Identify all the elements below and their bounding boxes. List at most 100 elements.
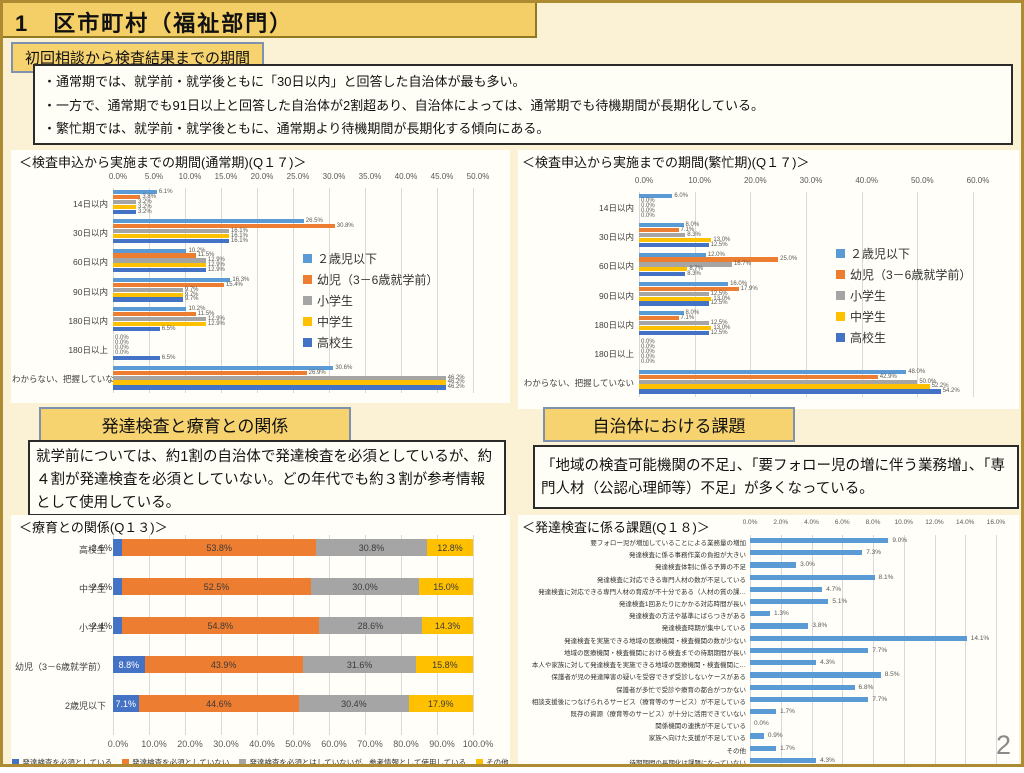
category-label: 家族へ向けた支援が不足している — [648, 735, 746, 743]
bar — [639, 320, 709, 326]
category-label: わからない、把握していない — [12, 374, 123, 385]
bar-value-label: 9.7% — [184, 291, 199, 298]
legend-label: 発達検査を必須としている — [22, 758, 113, 767]
bar — [113, 238, 229, 244]
bar — [639, 228, 679, 233]
bar-value-label: 54.2% — [942, 388, 960, 395]
axis-tick-label: 6.0% — [834, 519, 850, 526]
bar-value-label: 10.2% — [188, 247, 206, 254]
bar-value-label: 12.9% — [207, 320, 225, 327]
legend-item: 高校生 — [836, 329, 971, 346]
bar-value-label: 12.9% — [207, 315, 225, 322]
bar — [113, 370, 307, 375]
category-label: 相談支援後につなげられるサービス（療育等のサービス）が不足している — [531, 698, 746, 706]
bar-value-label: 25.0% — [780, 256, 798, 263]
axis-tick-label: 40.0% — [855, 176, 878, 185]
axis-tick-label: 30.0% — [322, 172, 346, 181]
legend-swatch — [303, 254, 312, 263]
bar-segment — [318, 617, 422, 634]
bar — [639, 237, 712, 243]
category-label: 発達検査体制に係る予算の不足 — [655, 564, 746, 572]
bar-value-label: 0.0% — [115, 335, 129, 342]
bar-segment — [416, 656, 474, 673]
legend-label: 高校生 — [317, 336, 354, 350]
bar — [113, 224, 335, 229]
gridline — [401, 188, 402, 393]
bar — [113, 229, 229, 234]
bar-value-label: 10.2% — [188, 306, 206, 313]
bar — [750, 745, 777, 751]
bar-segment — [419, 578, 473, 595]
category-label: 幼児（3－6歳就学前） — [14, 662, 106, 672]
bar — [113, 321, 206, 327]
bar — [113, 312, 196, 317]
bar — [639, 267, 688, 272]
axis-tick-label: 40.0% — [394, 172, 418, 181]
bar-segment — [408, 695, 473, 712]
bar — [113, 258, 206, 263]
bar — [639, 389, 941, 394]
bar-segment — [122, 578, 311, 595]
axis-tick-label: 50.0% — [466, 172, 490, 181]
gridline — [365, 535, 366, 735]
bar-value-label: 1.7% — [780, 744, 795, 752]
bar — [113, 253, 196, 258]
category-label: 60日以内 — [73, 257, 108, 268]
chart-ryoiku-relation-title: ＜療育との関係(Q１３)＞ — [19, 520, 168, 535]
legend-label: 小学生 — [317, 294, 354, 308]
bar — [750, 684, 855, 690]
category-label: 発達検査に対応できる専門人材の数が不足している — [596, 576, 746, 584]
bar — [639, 281, 729, 287]
axis-tick-label: 50.0% — [910, 176, 934, 185]
segment-value-label: 43.9% — [210, 660, 237, 670]
bullet-3: ・繁忙期では、就学前・就学後ともに、通常期より待機期間が長期化する傾向にある。 — [43, 121, 550, 137]
bar — [113, 194, 141, 200]
bar-value-label: 11.5% — [197, 311, 215, 318]
bar — [639, 311, 684, 316]
bar-value-label: 3.2% — [138, 203, 152, 210]
axis-tick-label: 5.0% — [144, 172, 164, 181]
bar — [639, 272, 686, 277]
axis-tick-label: 80.0% — [393, 739, 419, 749]
category-label: 待期期間の長期化は課題になっていない — [629, 759, 746, 767]
axis-tick-label: 30.0% — [213, 739, 239, 749]
bar — [113, 297, 183, 302]
bar-segment — [311, 578, 419, 595]
axis-tick-label: 45.0% — [430, 172, 454, 181]
segment-value-label: 53.8% — [206, 543, 232, 553]
bar-value-label: 6.8% — [858, 683, 874, 691]
bar — [113, 380, 446, 385]
category-label: 180日以上 — [68, 345, 108, 356]
axis-tick-label: 100.0% — [462, 739, 494, 749]
bar-value-label: 3.8% — [812, 622, 828, 630]
legend-swatch — [12, 759, 20, 764]
category-label: 関係機関の連携が不足している — [655, 723, 746, 731]
bar-value-label: 16.7% — [733, 261, 751, 268]
gridline — [329, 535, 330, 735]
category-label: 発達検査に係る事務作業の負担が大きい — [629, 552, 746, 560]
bar — [750, 586, 823, 593]
bar-value-label: 1.7% — [780, 707, 795, 715]
bar-value-label: 12.5% — [710, 290, 728, 297]
segment-value-label: 14.3% — [434, 621, 461, 631]
bar-value-label: 12.0% — [707, 251, 725, 258]
bar-value-label: 8.7% — [689, 266, 704, 273]
category-label: 30日以内 — [73, 227, 108, 238]
gridline — [221, 188, 222, 393]
segment-value-label: 30.0% — [352, 582, 378, 592]
bar — [113, 292, 183, 297]
axis-tick-label: 16.0% — [986, 519, 1006, 526]
axis-tick-label: 30.0% — [799, 176, 823, 185]
legend-swatch — [836, 312, 845, 321]
axis-tick-label: 20.0% — [177, 739, 203, 749]
legend-swatch — [303, 317, 312, 326]
bar-value-label: 12.9% — [207, 262, 225, 269]
chart-q18-issues-title: ＜発達検査に係る課題(Q１８)＞ — [522, 520, 710, 535]
bar-value-label: 12.9% — [207, 267, 225, 274]
summary-box-period: ・通常期では、就学前・就学後ともに「30日以内」と回答した自治体が最も多い。 ・… — [33, 64, 1013, 145]
bar — [750, 757, 817, 763]
bar-value-label: 4.7% — [826, 585, 842, 593]
bar-value-label: 0.0% — [115, 340, 129, 347]
gridline — [185, 535, 186, 735]
category-label: 14日以内 — [73, 198, 108, 209]
